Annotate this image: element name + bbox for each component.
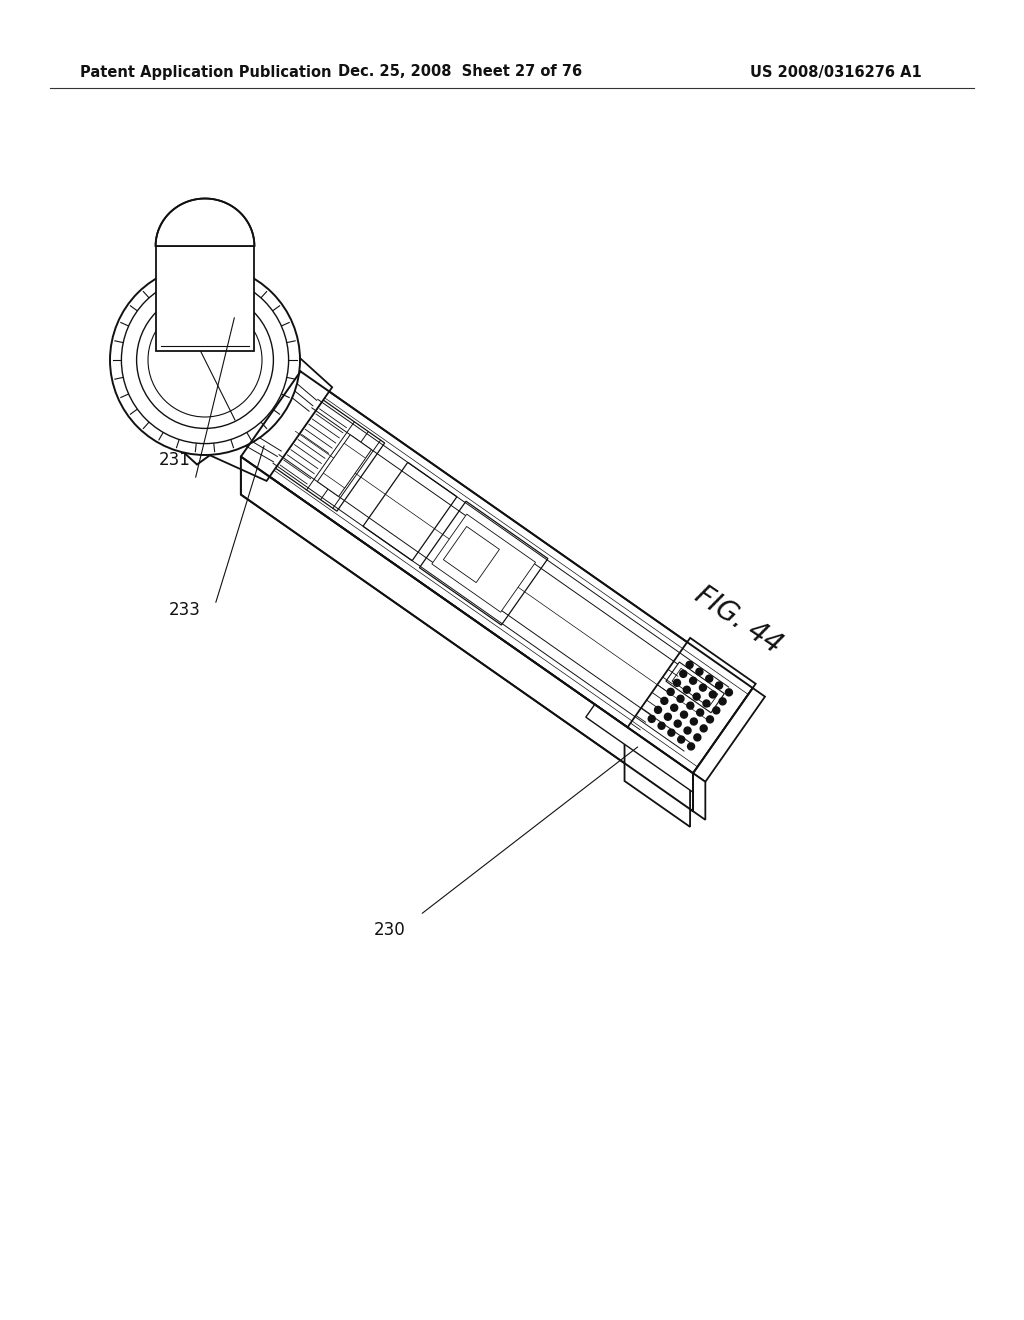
Circle shape — [674, 680, 681, 686]
Text: US 2008/0316276 A1: US 2008/0316276 A1 — [750, 65, 922, 79]
Polygon shape — [586, 705, 706, 795]
Text: Patent Application Publication: Patent Application Publication — [80, 65, 332, 79]
Circle shape — [648, 715, 655, 722]
Text: Dec. 25, 2008  Sheet 27 of 76: Dec. 25, 2008 Sheet 27 of 76 — [338, 65, 582, 79]
Polygon shape — [693, 774, 706, 820]
Circle shape — [665, 713, 672, 721]
Circle shape — [678, 737, 685, 743]
Polygon shape — [241, 457, 693, 812]
Circle shape — [719, 698, 726, 705]
Circle shape — [122, 276, 289, 444]
Circle shape — [684, 727, 691, 734]
Text: 230: 230 — [374, 921, 406, 939]
Polygon shape — [317, 434, 372, 496]
Circle shape — [658, 722, 665, 729]
Polygon shape — [625, 638, 756, 777]
Polygon shape — [625, 731, 690, 826]
Circle shape — [707, 715, 714, 723]
Polygon shape — [443, 527, 500, 582]
Text: 231: 231 — [159, 451, 190, 469]
Polygon shape — [420, 502, 548, 626]
Text: FIG. 44: FIG. 44 — [690, 581, 787, 659]
Circle shape — [674, 721, 681, 727]
Polygon shape — [145, 253, 260, 465]
Circle shape — [680, 671, 687, 677]
Polygon shape — [275, 400, 385, 511]
Circle shape — [689, 677, 696, 684]
Circle shape — [693, 693, 700, 700]
Circle shape — [687, 702, 694, 709]
Circle shape — [690, 718, 697, 725]
Circle shape — [677, 696, 684, 702]
Circle shape — [683, 686, 690, 693]
Polygon shape — [156, 246, 254, 351]
Polygon shape — [189, 331, 332, 480]
Polygon shape — [364, 462, 457, 561]
Circle shape — [716, 682, 723, 689]
Circle shape — [686, 661, 693, 668]
Polygon shape — [666, 663, 724, 713]
Circle shape — [710, 690, 716, 698]
Circle shape — [671, 705, 678, 711]
Polygon shape — [241, 371, 753, 774]
Circle shape — [702, 700, 710, 708]
Circle shape — [668, 729, 675, 737]
Circle shape — [713, 708, 720, 714]
Circle shape — [654, 706, 662, 713]
Polygon shape — [156, 198, 254, 246]
Circle shape — [660, 697, 668, 705]
Circle shape — [696, 709, 703, 715]
Circle shape — [706, 675, 713, 682]
Polygon shape — [693, 688, 765, 781]
Circle shape — [136, 292, 273, 429]
Polygon shape — [324, 444, 366, 488]
Circle shape — [725, 689, 732, 696]
Polygon shape — [672, 668, 718, 708]
Circle shape — [700, 725, 708, 731]
Text: 233: 233 — [169, 601, 201, 619]
Polygon shape — [432, 513, 536, 612]
Circle shape — [696, 668, 702, 676]
Circle shape — [687, 743, 694, 750]
Circle shape — [668, 688, 674, 696]
Circle shape — [110, 265, 300, 455]
Circle shape — [148, 304, 262, 417]
Circle shape — [681, 711, 687, 718]
Circle shape — [699, 684, 707, 692]
Circle shape — [694, 734, 700, 741]
